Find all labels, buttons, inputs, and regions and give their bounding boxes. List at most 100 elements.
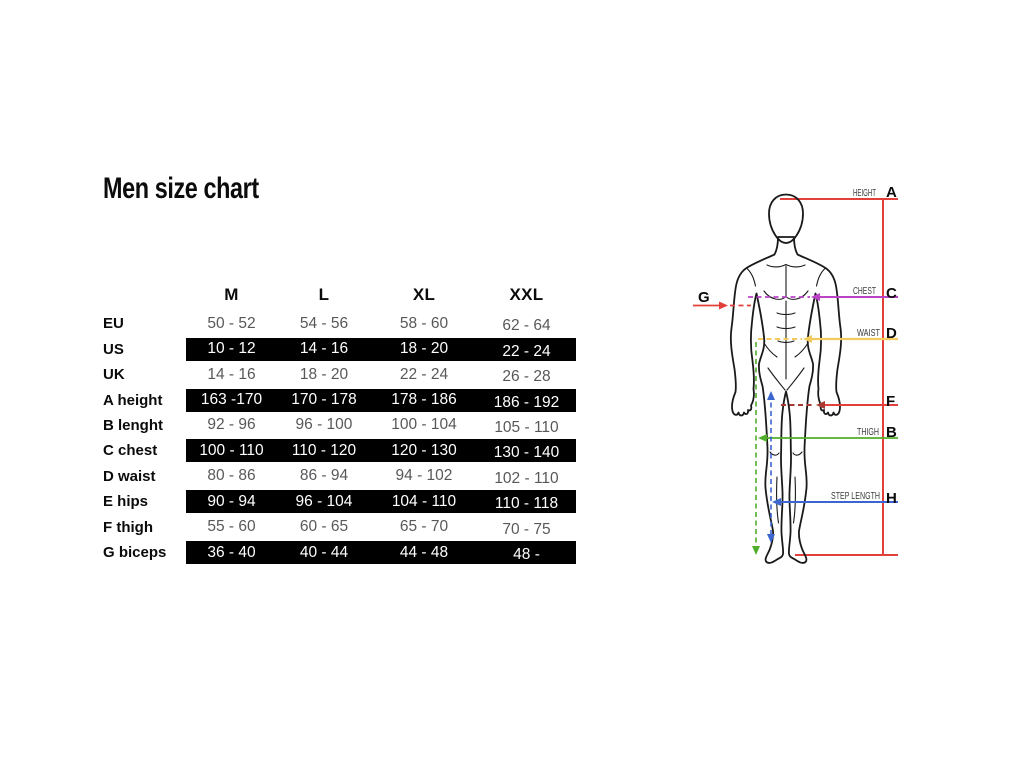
table-row: A height 163 -170 170 - 178 178 - 186 18… [103, 387, 576, 412]
page-title: Men size chart [103, 172, 259, 205]
table-row: EU 50 - 52 54 - 56 58 - 60 62 - 64 [103, 311, 576, 336]
row-label: A height [103, 391, 163, 409]
table-row: D waist 80 - 86 86 - 94 94 - 102 102 - 1… [103, 464, 576, 489]
cell-m: 80 - 86 [207, 467, 256, 485]
cell-xl: 94 - 102 [395, 467, 453, 485]
cell-l: 60 - 65 [299, 518, 349, 536]
cell-xl: 178 - 186 [391, 391, 457, 409]
cell-xxl: 48 - [513, 546, 540, 564]
cell-xxl: 105 - 110 [494, 418, 559, 436]
cell-l: 54 - 56 [299, 314, 349, 332]
cell-xxl: 22 - 24 [502, 342, 551, 360]
row-values: 163 -170 170 - 178 178 - 186 186 - 192 [186, 388, 576, 412]
thigh-measure-b: THIGH B [758, 424, 898, 442]
height-measure-a: HEIGHT A [853, 184, 897, 201]
cell-l: 40 - 44 [299, 543, 349, 561]
cell-m: 163 -170 [200, 391, 263, 409]
letter-h: H [886, 490, 897, 507]
cell-xxl: 130 - 140 [493, 444, 560, 462]
diagram-svg: G CHEST C WAIST D [693, 184, 898, 564]
cell-xl: 44 - 48 [399, 543, 449, 561]
letter-a: A [886, 184, 897, 201]
letter-b: B [886, 424, 897, 441]
table-row: F thigh 55 - 60 60 - 65 65 - 70 70 - 75 [103, 515, 576, 540]
hip-measure-f: F [781, 393, 898, 410]
cell-xl: 58 - 60 [399, 314, 449, 332]
cell-l: 14 - 16 [299, 340, 349, 358]
cell-xl: 18 - 20 [399, 340, 449, 358]
cell-xxl: 70 - 75 [502, 520, 551, 538]
arrow-left-icon [816, 401, 825, 409]
cell-m: 10 - 12 [207, 340, 256, 358]
row-values: 100 - 110 110 - 120 120 - 130 130 - 140 [186, 439, 576, 463]
column-header-xl: XL [412, 285, 436, 304]
row-values: 80 - 86 86 - 94 94 - 102 102 - 110 [186, 465, 576, 488]
row-values: 92 - 96 96 - 100 100 - 104 105 - 110 [186, 414, 576, 437]
cell-l: 170 - 178 [291, 391, 357, 409]
column-header-xxl: XXL [509, 285, 544, 304]
cell-m: 90 - 94 [207, 492, 256, 510]
height-ruler [780, 198, 898, 556]
biceps-measure-g: G [693, 289, 751, 310]
cell-l: 18 - 20 [299, 365, 349, 383]
cell-xxl: 102 - 110 [494, 469, 559, 487]
row-values: 36 - 40 40 - 44 44 - 48 48 - [186, 541, 576, 565]
height-label: HEIGHT [853, 188, 876, 199]
table-row: UK 14 - 16 18 - 20 22 - 24 26 - 28 [103, 362, 576, 387]
waist-label: WAIST [857, 328, 880, 339]
arrow-right-icon [719, 301, 728, 310]
cell-xxl: 110 - 118 [494, 495, 559, 513]
thigh-label: THIGH [857, 427, 879, 438]
chest-label: CHEST [853, 286, 876, 297]
cell-l: 96 - 100 [295, 416, 353, 434]
arrow-up-icon [767, 391, 775, 400]
step-length-label: STEP LENGTH [831, 491, 880, 502]
row-label: E hips [103, 493, 149, 511]
table-row: B lenght 92 - 96 96 - 100 100 - 104 105 … [103, 413, 576, 438]
cell-m: 100 - 110 [199, 441, 264, 459]
row-label: G biceps [103, 544, 167, 562]
cell-xxl: 26 - 28 [502, 368, 551, 386]
row-label: B lenght [103, 416, 163, 434]
cell-xl: 104 - 110 [391, 492, 457, 510]
row-label: US [103, 340, 124, 358]
table-row: G biceps 36 - 40 40 - 44 44 - 48 48 - [103, 540, 576, 565]
letter-d: D [886, 325, 897, 342]
row-label: D waist [103, 467, 156, 485]
column-header-l: L [318, 285, 330, 304]
cell-l: 86 - 94 [299, 467, 349, 485]
table-row: C chest 100 - 110 110 - 120 120 - 130 13… [103, 438, 576, 463]
table-row: US 10 - 12 14 - 16 18 - 20 22 - 24 [103, 336, 576, 361]
cell-xl: 120 - 130 [391, 441, 457, 459]
column-header-m: M [224, 285, 239, 304]
cell-xl: 65 - 70 [399, 518, 449, 536]
letter-f: F [886, 393, 895, 410]
cell-xxl: 62 - 64 [502, 317, 551, 335]
cell-m: 55 - 60 [207, 518, 256, 536]
row-label: UK [103, 366, 125, 384]
row-label: C chest [103, 442, 158, 460]
row-label: F thigh [103, 518, 153, 536]
cell-m: 36 - 40 [207, 543, 256, 561]
row-values: 14 - 16 18 - 20 22 - 24 26 - 28 [186, 363, 576, 386]
vertical-guides [752, 342, 775, 555]
row-label: EU [103, 315, 124, 333]
cell-m: 92 - 96 [207, 416, 256, 434]
cell-xxl: 186 - 192 [493, 393, 560, 411]
human-figure-icon [729, 193, 843, 564]
body-measurement-diagram: G CHEST C WAIST D [680, 165, 1024, 585]
row-values: 10 - 12 14 - 16 18 - 20 22 - 24 [186, 337, 576, 361]
cell-xl: 22 - 24 [399, 365, 449, 383]
cell-xl: 100 - 104 [391, 416, 457, 434]
size-table-header: M L XL XXL [103, 283, 576, 307]
arrow-left-icon [758, 434, 767, 442]
waist-measure-d: WAIST D [758, 325, 898, 343]
cell-l: 96 - 104 [295, 492, 353, 510]
arrow-left-icon [772, 498, 781, 506]
cell-m: 14 - 16 [207, 365, 256, 383]
figure-muscle-details [745, 263, 827, 524]
arrow-left-icon [811, 293, 820, 301]
row-values: 90 - 94 96 - 104 104 - 110 110 - 118 [186, 490, 576, 514]
arrow-down-icon [767, 534, 775, 543]
